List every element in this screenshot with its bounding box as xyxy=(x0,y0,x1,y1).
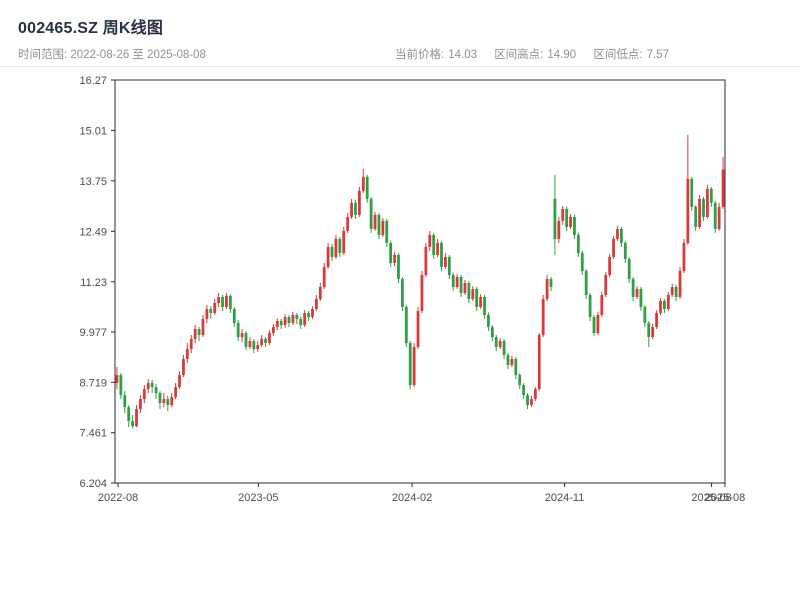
y-axis-tick-label: 11.23 xyxy=(80,277,107,289)
chart-header: 002465.SZ 周K线图 时间范围: 2022-08-26 至 2025-0… xyxy=(0,0,800,67)
y-axis-tick-label: 13.75 xyxy=(79,176,107,188)
stats-bar: 当前价格: 14.03 区间高点: 14.90 区间低点: 7.57 xyxy=(395,46,683,62)
x-axis-tick-label: 2022-08 xyxy=(98,492,138,504)
y-axis-tick-label: 6.204 xyxy=(79,478,107,490)
x-axis-tick-label: 2023-05 xyxy=(238,492,278,504)
current-price-label: 当前价格: xyxy=(395,49,445,61)
range-high-value: 14.90 xyxy=(547,49,577,61)
x-axis-tick-label: 2025-08 xyxy=(691,492,731,504)
current-price-value: 14.03 xyxy=(448,49,477,61)
page-title: 002465.SZ 周K线图 xyxy=(18,20,164,37)
y-axis-tick-label: 15.01 xyxy=(79,125,107,137)
range-low-label: 区间低点: xyxy=(593,49,643,61)
x-axis-tick-label: 2024-11 xyxy=(545,492,585,504)
x-axis-tick-label: 2024-02 xyxy=(392,492,432,504)
range-low-stat: 区间低点: 7.57 xyxy=(593,49,669,61)
candlestick-chart: 16.27 15.01 13.75 12.49 11.23 9.977 8.719 7.461… xyxy=(79,75,745,504)
range-high-label: 区间高点: xyxy=(494,49,544,61)
current-price-stat: 当前价格: 14.03 xyxy=(395,49,477,61)
y-axis-tick-label: 12.49 xyxy=(79,226,107,238)
y-axis-tick-label: 16.27 xyxy=(79,75,107,87)
y-axis-tick-label: 9.977 xyxy=(79,327,107,339)
x-axis-tick-label: 2025-08 xyxy=(705,492,745,504)
range-low-value: 7.57 xyxy=(646,49,669,61)
date-range-label: 时间范围: 2022-08-26 至 2025-08-08 xyxy=(18,49,206,61)
y-axis-tick-label: 7.461 xyxy=(79,428,107,440)
kline-chart-area: 16.27 15.01 13.75 12.49 11.23 9.977 8.719 7.461… xyxy=(0,67,800,600)
range-high-stat: 区间高点: 14.90 xyxy=(494,49,576,61)
y-axis-tick-label: 8.719 xyxy=(79,377,107,389)
